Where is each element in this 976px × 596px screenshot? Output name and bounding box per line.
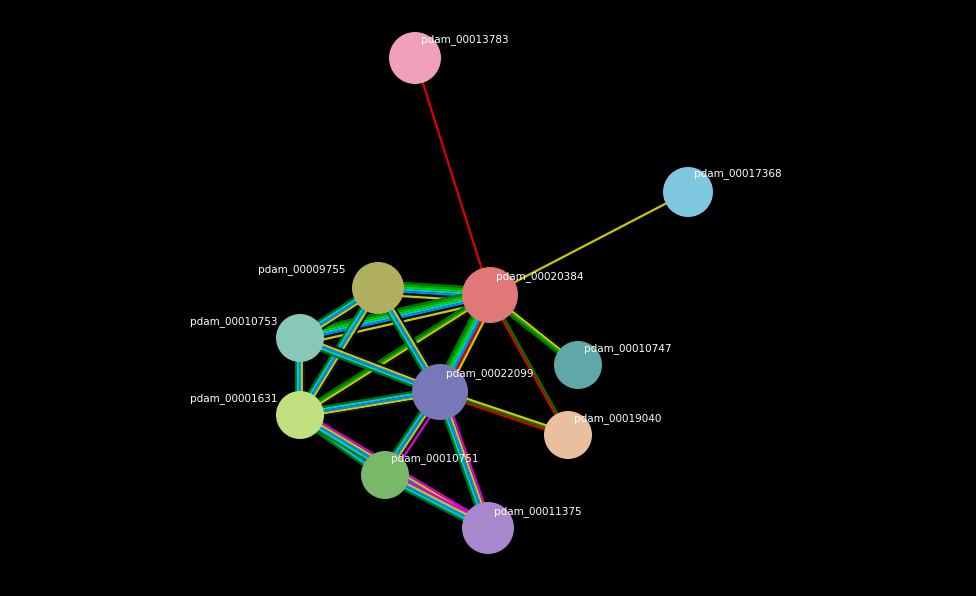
Circle shape [361, 451, 409, 499]
Circle shape [462, 267, 518, 323]
Text: pdam_00011375: pdam_00011375 [494, 507, 582, 517]
Circle shape [462, 502, 514, 554]
Text: pdam_00013783: pdam_00013783 [421, 35, 508, 45]
Text: pdam_00022099: pdam_00022099 [446, 368, 534, 380]
Circle shape [663, 167, 713, 217]
Circle shape [352, 262, 404, 314]
Circle shape [554, 341, 602, 389]
Text: pdam_00010753: pdam_00010753 [190, 316, 277, 327]
Text: pdam_00019040: pdam_00019040 [574, 414, 662, 424]
Text: pdam_00001631: pdam_00001631 [190, 393, 277, 405]
Circle shape [276, 391, 324, 439]
Text: pdam_00009755: pdam_00009755 [258, 265, 346, 275]
Text: pdam_00010747: pdam_00010747 [584, 343, 671, 355]
Text: pdam_00010751: pdam_00010751 [391, 454, 478, 464]
Text: pdam_00020384: pdam_00020384 [496, 272, 584, 283]
Circle shape [412, 364, 468, 420]
Text: pdam_00017368: pdam_00017368 [694, 169, 782, 179]
Circle shape [389, 32, 441, 84]
Circle shape [276, 314, 324, 362]
Circle shape [544, 411, 592, 459]
